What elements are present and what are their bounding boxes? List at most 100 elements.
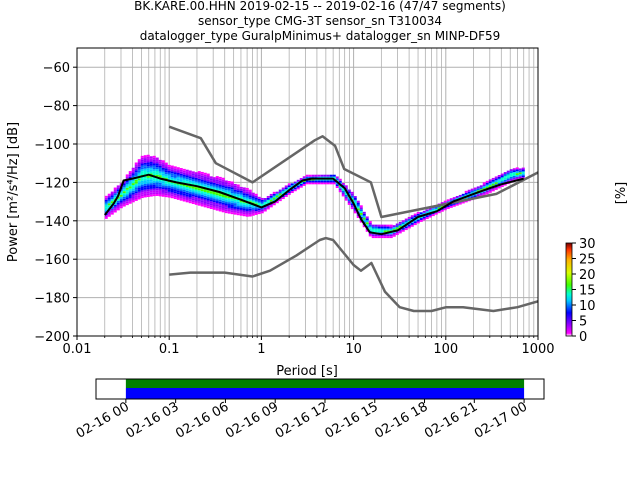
psd-density-cell [260, 197, 264, 200]
colorbar-tick-label: 30 [579, 237, 596, 252]
psd-density-cell [257, 210, 261, 213]
psd-density-cell [317, 182, 321, 185]
psd-density-cell [161, 169, 165, 172]
psd-density-cell [368, 228, 372, 231]
psd-density-cell [125, 182, 129, 185]
psd-density-cell [446, 201, 450, 204]
psd-density-cell [236, 199, 240, 202]
psd-density-cell [401, 222, 405, 225]
psd-density-cell [113, 210, 117, 213]
psd-density-cell [119, 198, 123, 201]
colorbar-tick-label: 0 [579, 330, 587, 345]
psd-density-cell [152, 173, 156, 176]
psd-density-cell [257, 198, 261, 201]
psd-density-cell [224, 184, 228, 187]
psd-density-cell [134, 168, 138, 171]
psd-density-cell [233, 206, 237, 209]
psd-density-cell [110, 191, 114, 194]
psd-density-cell [233, 210, 237, 213]
psd-density-cell [245, 189, 249, 192]
psd-density-cell [158, 159, 162, 162]
psd-density-cell [245, 212, 249, 215]
psd-density-cell [272, 193, 276, 196]
psd-density-cell [143, 180, 147, 183]
psd-density-cell [128, 196, 132, 198]
psd-density-cell [299, 181, 303, 184]
psd-density-cell [176, 178, 180, 181]
psd-density-cell [104, 215, 108, 217]
psd-density-cell [215, 197, 219, 200]
psd-density-cell [164, 183, 168, 186]
psd-density-cell [377, 230, 381, 233]
psd-density-cell [131, 183, 135, 186]
psd-density-cell [359, 207, 363, 210]
psd-density-cell [146, 164, 150, 167]
psd-density-cell [224, 186, 228, 189]
psd-density-cell [200, 200, 204, 203]
psd-density-cell [155, 172, 159, 175]
psd-density-cell [446, 205, 450, 208]
psd-density-cell [302, 183, 306, 186]
psd-density-cell [302, 176, 306, 179]
psd-density-cell [386, 224, 390, 227]
psd-density-cell [170, 178, 174, 181]
psd-density-cell [113, 208, 117, 211]
psd-density-cell [479, 189, 483, 192]
psd-density-cell [131, 171, 135, 174]
psd-density-cell [176, 176, 180, 179]
psd-density-cell [227, 209, 231, 212]
psd-density-cell [197, 196, 201, 198]
psd-density-cell [104, 199, 108, 202]
psd-density-cell [281, 187, 285, 190]
psd-density-cell [263, 201, 267, 204]
psd-density-cell [179, 189, 183, 192]
psd-density-cell [164, 166, 168, 169]
psd-density-cell [176, 171, 180, 173]
psd-density-cell [134, 166, 138, 169]
psd-density-cell [173, 174, 177, 176]
psd-density-cell [203, 180, 207, 183]
psd-density-cell [221, 202, 225, 205]
psd-density-cell [164, 176, 168, 178]
psd-density-cell [434, 208, 438, 211]
psd-density-cell [188, 189, 192, 192]
psd-density-cell [134, 197, 138, 199]
psd-density-cell [206, 196, 210, 199]
psd-density-cell [281, 189, 285, 192]
psd-density-cell [104, 201, 108, 204]
y-axis-ticks: −60 −80 −100 −120 −140 −160 −180 −200 [34, 61, 77, 345]
psd-density-cell [380, 224, 384, 227]
psd-density-cell [149, 171, 153, 174]
psd-density-cell [173, 195, 177, 198]
psd-density-cell [485, 184, 489, 187]
psd-density-cell [128, 186, 132, 189]
psd-density-cell [386, 236, 390, 239]
psd-density-cell [272, 195, 276, 198]
psd-density-cell [131, 200, 135, 203]
psd-density-cell [107, 199, 111, 202]
colorbar-label: [%] [614, 182, 629, 205]
psd-density-cell [137, 195, 141, 198]
psd-density-cell [356, 202, 360, 205]
psd-density-cell [242, 202, 246, 205]
psd-density-cell [221, 195, 225, 197]
psd-density-cell [104, 203, 108, 206]
psd-density-cell [236, 194, 240, 196]
psd-series-lines [104, 125, 538, 313]
psd-density-cell [248, 212, 252, 215]
psd-density-cell [146, 187, 150, 190]
psd-density-cell [179, 168, 183, 170]
psd-density-cell [200, 183, 204, 186]
psd-density-cell [347, 202, 351, 205]
psd-density-cell [155, 188, 159, 191]
psd-density-cell [185, 186, 189, 189]
psd-density-cell [161, 173, 165, 176]
psd-density-cell [392, 234, 396, 237]
psd-density-cell [185, 173, 189, 176]
psd-density-cell [158, 163, 162, 166]
psd-density-cell [287, 183, 291, 186]
psd-density-cell [446, 199, 450, 202]
psd-density-cell [116, 200, 120, 203]
psd-density-cell [113, 187, 117, 190]
psd-density-cell [140, 157, 144, 160]
